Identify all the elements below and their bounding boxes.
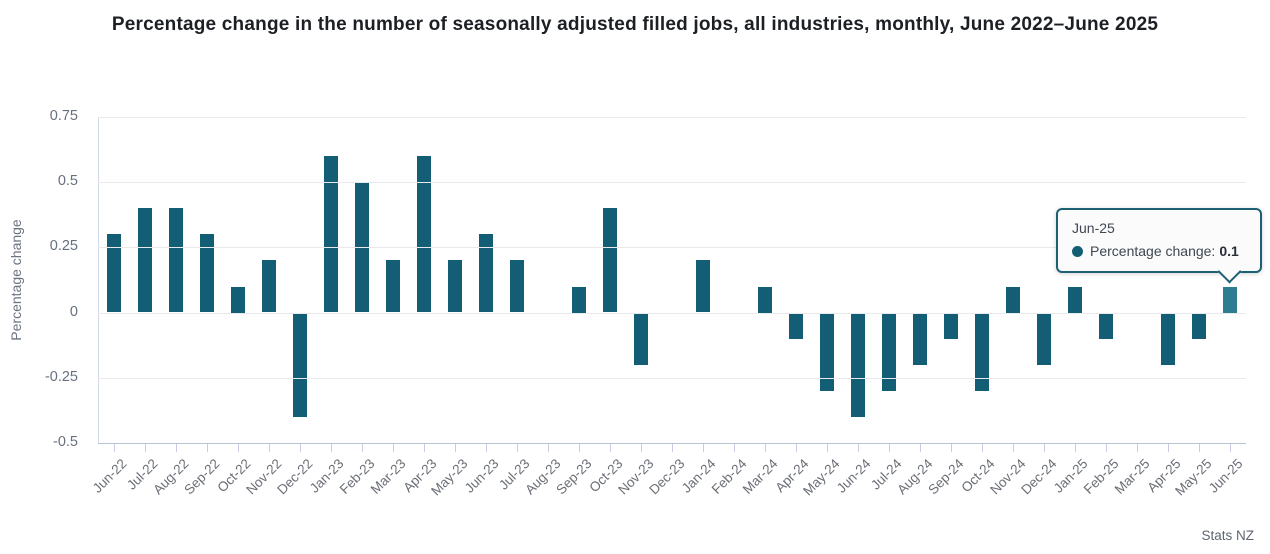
bar-Jul-24[interactable] (882, 313, 896, 391)
x-tick-mark (827, 443, 828, 452)
tooltip-category: Jun-25 (1072, 220, 1115, 236)
x-tick-mark (579, 443, 580, 452)
bar-Jan-25[interactable] (1068, 287, 1082, 313)
x-tick-mark (672, 443, 673, 452)
x-axis-line (98, 443, 1246, 444)
bar-Nov-23[interactable] (634, 313, 648, 365)
bar-Dec-22[interactable] (293, 313, 307, 417)
x-tick-mark (269, 443, 270, 452)
y-tick-label: -0.5 (53, 434, 78, 450)
x-tick-mark (858, 443, 859, 452)
x-tick-mark (114, 443, 115, 452)
bar-Mar-23[interactable] (386, 260, 400, 312)
bar-Sep-23[interactable] (572, 287, 586, 313)
x-tick-mark (920, 443, 921, 452)
bar-Nov-22[interactable] (262, 260, 276, 312)
x-tick-mark (796, 443, 797, 452)
bar-May-23[interactable] (448, 260, 462, 312)
tooltip-arrow (1217, 259, 1242, 284)
series-dot-icon (1072, 245, 1083, 257)
bar-Sep-22[interactable] (200, 234, 214, 312)
bar-Oct-23[interactable] (603, 208, 617, 312)
x-tick-mark (1230, 443, 1231, 452)
gridline (98, 378, 1246, 379)
gridline (98, 247, 1246, 248)
gridline (98, 117, 1246, 118)
bar-Feb-25[interactable] (1099, 313, 1113, 339)
y-tick-label: 0.25 (49, 238, 78, 254)
x-tick-mark (548, 443, 549, 452)
x-tick-mark (176, 443, 177, 452)
x-tick-mark (982, 443, 983, 452)
x-tick-mark (424, 443, 425, 452)
bar-Oct-22[interactable] (231, 287, 245, 313)
chart-title: Percentage change in the number of seaso… (111, 14, 1159, 35)
bar-May-25[interactable] (1192, 313, 1206, 339)
source-attribution: Stats NZ (1201, 528, 1254, 543)
bar-Nov-24[interactable] (1006, 287, 1020, 313)
x-tick-mark (1106, 443, 1107, 452)
gridline (98, 313, 1246, 314)
y-tick-label: 0 (69, 304, 78, 320)
y-tick-label: 0.5 (57, 173, 78, 189)
x-tick-mark (1013, 443, 1014, 452)
bar-May-24[interactable] (820, 313, 834, 391)
bar-Apr-23[interactable] (417, 156, 431, 312)
bar-Dec-24[interactable] (1037, 313, 1051, 365)
bar-Jan-24[interactable] (696, 260, 710, 312)
bar-Aug-24[interactable] (913, 313, 927, 365)
bar-Jul-23[interactable] (510, 260, 524, 312)
x-tick-mark (486, 443, 487, 452)
bar-Apr-25[interactable] (1161, 313, 1175, 365)
bar-Sep-24[interactable] (944, 313, 958, 339)
x-tick-mark (1168, 443, 1169, 452)
bar-Jan-23[interactable] (324, 156, 338, 312)
bar-Jun-23[interactable] (479, 234, 493, 312)
bar-Aug-22[interactable] (169, 208, 183, 312)
bar-Jul-22[interactable] (138, 208, 152, 312)
tooltip-series-label: Percentage change: (1090, 243, 1216, 259)
gridline (98, 182, 1246, 183)
bar-Apr-24[interactable] (789, 313, 803, 339)
x-tick-mark (517, 443, 518, 452)
bar-Jun-22[interactable] (107, 234, 121, 312)
x-tick-mark (1137, 443, 1138, 452)
x-tick-mark (1075, 443, 1076, 452)
x-tick-mark (455, 443, 456, 452)
x-tick-mark (362, 443, 363, 452)
x-tick-mark (765, 443, 766, 452)
x-tick-mark (889, 443, 890, 452)
x-tick-mark (393, 443, 394, 452)
x-tick-mark (703, 443, 704, 452)
y-axis-line (98, 117, 99, 443)
x-tick-mark (207, 443, 208, 452)
x-tick-mark (300, 443, 301, 452)
x-tick-mark (734, 443, 735, 452)
x-tick-mark (145, 443, 146, 452)
y-tick-label: 0.75 (49, 108, 78, 124)
x-tick-mark (610, 443, 611, 452)
bar-Jun-24[interactable] (851, 313, 865, 417)
x-tick-mark (1044, 443, 1045, 452)
bar-Jun-25[interactable] (1223, 287, 1237, 313)
tooltip: Jun-25 Percentage change: 0.1 (1056, 208, 1262, 284)
bar-Mar-24[interactable] (758, 287, 772, 313)
x-tick-mark (641, 443, 642, 452)
x-tick-mark (331, 443, 332, 452)
y-tick-label: -0.25 (44, 369, 78, 385)
tooltip-series-line: Percentage change: 0.1 (1072, 243, 1246, 259)
tooltip-value: 0.1 (1219, 243, 1239, 259)
x-tick-mark (1199, 443, 1200, 452)
x-tick-mark (951, 443, 952, 452)
x-tick-mark (238, 443, 239, 452)
bar-Oct-24[interactable] (975, 313, 989, 391)
